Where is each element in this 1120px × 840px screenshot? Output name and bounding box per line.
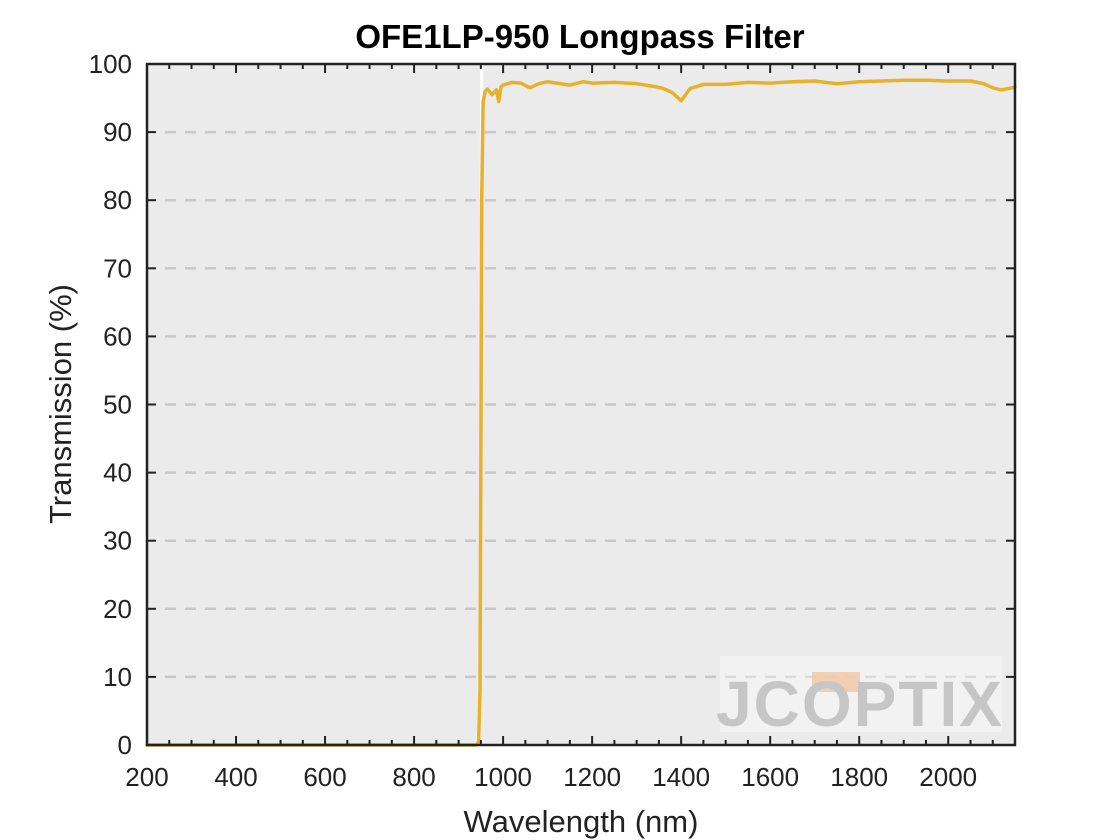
axis-ticks <box>146 63 1016 746</box>
x-tick-label: 1800 <box>830 762 888 792</box>
y-tick-label: 60 <box>103 321 132 351</box>
y-tick-label: 50 <box>103 390 132 420</box>
x-tick-label: 1200 <box>563 762 621 792</box>
y-tick-label: 70 <box>103 253 132 283</box>
brand-watermark: JCOPTIX <box>716 656 1004 740</box>
x-tick-label: 600 <box>303 762 346 792</box>
x-tick-label: 200 <box>125 762 168 792</box>
y-tick-label: 10 <box>103 662 132 692</box>
y-tick-label: 0 <box>118 730 132 760</box>
chart-title: OFE1LP-950 Longpass Filter <box>355 18 804 55</box>
watermark-accent <box>812 672 860 692</box>
x-tick-labels: 200 400 600 800 1000 1200 1400 1600 1800 2000 <box>125 762 977 792</box>
watermark-text: JCOPTIX <box>716 668 1004 740</box>
plot-area <box>147 64 1015 745</box>
y-tick-labels: 0 10 20 30 40 50 60 70 80 90 100 <box>89 49 132 760</box>
y-tick-label: 30 <box>103 526 132 556</box>
series-line-1 <box>145 78 1017 747</box>
y-tick-label: 80 <box>103 185 132 215</box>
x-tick-label: 400 <box>214 762 257 792</box>
y-tick-label: 100 <box>89 49 132 79</box>
watermark-backdrop <box>720 656 1002 732</box>
x-tick-label: 1600 <box>741 762 799 792</box>
x-tick-label: 1000 <box>474 762 532 792</box>
x-axis-label: Wavelength (nm) <box>464 804 699 839</box>
y-tick-label: 40 <box>103 458 132 488</box>
x-tick-label: 2000 <box>919 762 977 792</box>
y-tick-label: 20 <box>103 594 132 624</box>
y-axis-label: Transmission (%) <box>43 284 78 524</box>
y-tick-label: 90 <box>103 117 132 147</box>
x-tick-label: 1400 <box>652 762 710 792</box>
x-tick-label: 800 <box>392 762 435 792</box>
